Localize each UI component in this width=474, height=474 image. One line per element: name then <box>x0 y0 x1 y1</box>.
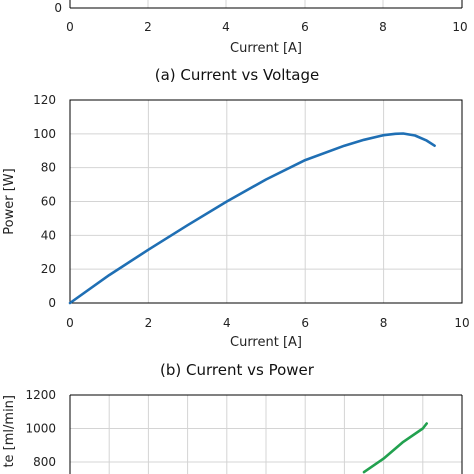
panel-b-x-tick-label: 10 <box>454 316 469 330</box>
panel-b-y-tick-label: 40 <box>41 228 56 242</box>
panel-a-x-tick-label: 0 <box>66 20 74 34</box>
panel-c-y-tick-label: 1200 <box>25 388 56 402</box>
panel-a-x-tick-label: 2 <box>144 20 152 34</box>
panel-a-x-tick-label: 8 <box>379 20 387 34</box>
caption-a: (a) Current vs Voltage <box>155 66 320 84</box>
panel-b-y-tick-label: 80 <box>41 161 56 175</box>
panel-b-y-tick-label: 0 <box>48 296 56 310</box>
panel-b-x-tick-label: 6 <box>301 316 309 330</box>
flow-rate-series-line <box>364 424 427 473</box>
panel-a-current-voltage: 0 0 2 4 6 8 10 Current [A] (a) Current v… <box>54 0 467 84</box>
panel-a-x-tick-label: 6 <box>301 20 309 34</box>
panel-b-y-axis-label: Power [W] <box>2 168 17 234</box>
panel-b-x-tick-label: 8 <box>380 316 388 330</box>
panel-b-y-tick-label: 120 <box>33 93 56 107</box>
panel-c-y-tick-label: 1000 <box>25 422 56 436</box>
caption-b: (b) Current vs Power <box>160 361 315 379</box>
power-series-line <box>70 134 435 304</box>
panel-b-y-tick-label: 20 <box>41 262 56 276</box>
panel-b-x-tick-label: 4 <box>223 316 231 330</box>
panel-b-x-tick-label: 2 <box>145 316 153 330</box>
panel-a-x-axis-label: Current [A] <box>230 41 302 56</box>
panel-a-y-tick-label: 0 <box>54 1 62 15</box>
panel-b-x-tick-label: 0 <box>66 316 74 330</box>
panel-a-x-tick-label: 4 <box>222 20 230 34</box>
panel-b-y-tick-label: 60 <box>41 195 56 209</box>
panel-b-x-axis-label: Current [A] <box>230 335 302 350</box>
panel-b-y-tick-label: 100 <box>33 127 56 141</box>
panel-b-current-power: 0 20 40 60 80 100 120 0 2 4 6 8 10 Current [A] Powe… <box>2 93 470 379</box>
panel-c-y-tick-label: 800 <box>33 455 56 469</box>
panel-c-flow-rate: 800 1000 1200 te [ml/min] <box>2 388 462 474</box>
panel-c-y-axis-label: te [ml/min] <box>2 395 17 468</box>
panel-a-x-tick-label: 10 <box>452 20 467 34</box>
